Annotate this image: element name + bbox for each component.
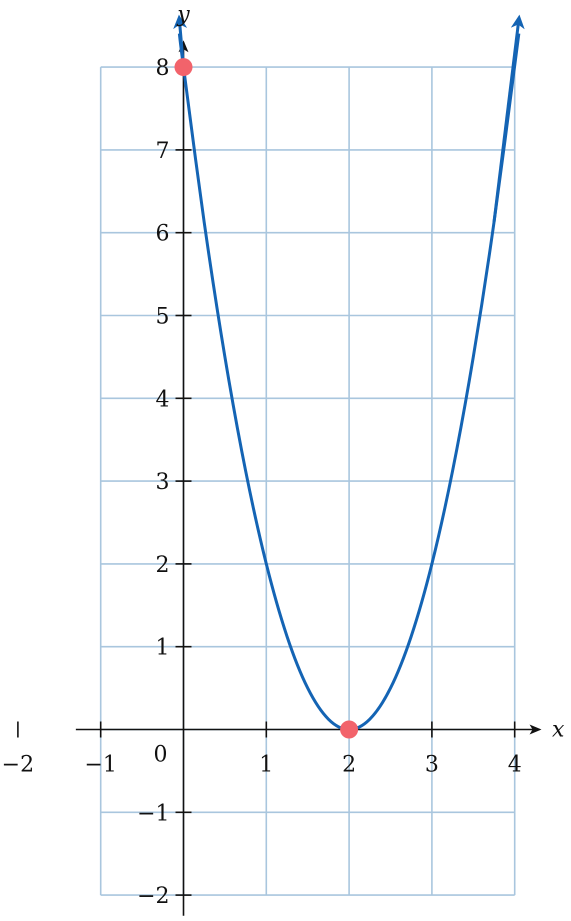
x-axis-label: x xyxy=(552,718,565,743)
axes xyxy=(75,40,542,916)
ticks: −2 −1 1 2 3 4 −2 −1 1 2 3 4 5 6 7 8 xyxy=(2,56,522,909)
x-tick-label: −2 xyxy=(2,753,34,778)
labels: 0 x y xyxy=(154,3,565,768)
origin-label: 0 xyxy=(154,743,168,768)
y-tick-label: 5 xyxy=(156,305,170,330)
points-layer xyxy=(174,58,359,739)
x-tick-label: 3 xyxy=(425,753,439,778)
grid xyxy=(99,66,516,896)
curve-arrow-right xyxy=(492,14,525,223)
highlight-point xyxy=(174,58,193,77)
y-tick-label: 1 xyxy=(156,636,170,661)
y-tick-label: −2 xyxy=(137,884,169,909)
x-tick-label: 1 xyxy=(259,753,273,778)
x-tick-label: 2 xyxy=(342,753,356,778)
x-tick-label: 4 xyxy=(508,753,522,778)
x-tick-label: −1 xyxy=(84,753,116,778)
series-line xyxy=(177,33,521,732)
y-tick-label: 6 xyxy=(156,222,170,247)
y-tick-label: 4 xyxy=(156,387,170,412)
y-tick-label: 3 xyxy=(156,470,170,495)
highlight-point xyxy=(340,720,359,739)
y-tick-label: −1 xyxy=(137,801,169,826)
y-tick-label: 7 xyxy=(156,139,170,164)
y-tick-label: 8 xyxy=(156,56,170,81)
y-axis-label: y xyxy=(176,3,190,28)
y-tick-label: 2 xyxy=(156,553,170,578)
